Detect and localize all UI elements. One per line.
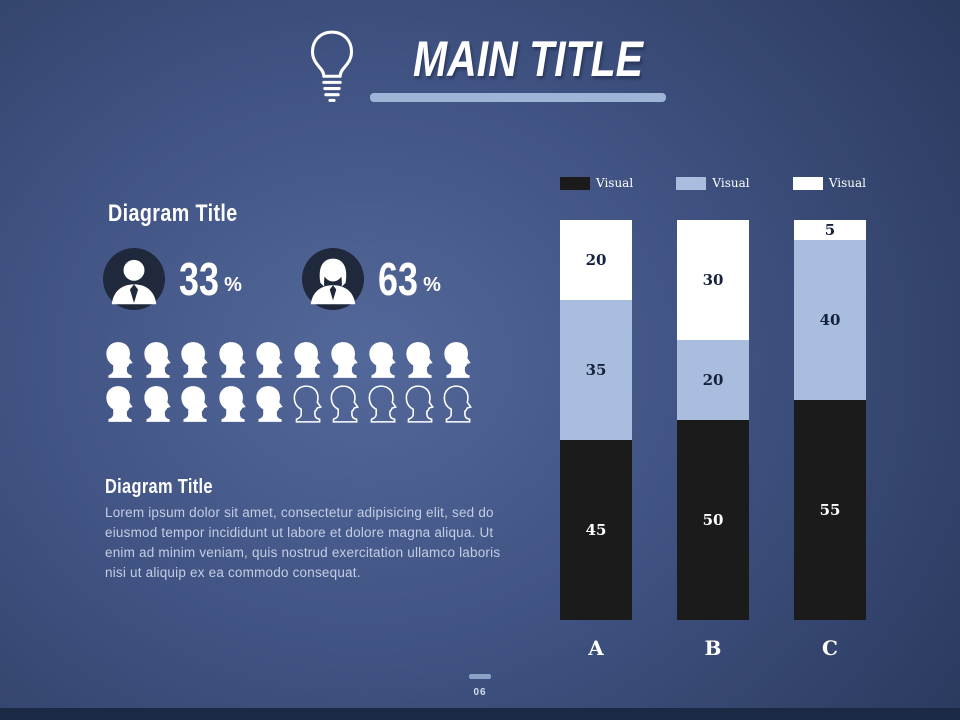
page-number-bar <box>469 674 491 679</box>
bar-category-label: C <box>822 636 838 660</box>
page-title-text: MAIN TITLE <box>413 31 644 87</box>
head-icon <box>143 386 171 422</box>
lightbulb-icon <box>310 30 354 102</box>
head-icon <box>293 385 322 423</box>
bar-A: 20 35 45 A <box>560 220 632 660</box>
stat-value: 63 % <box>378 256 441 302</box>
head-icon <box>256 342 283 378</box>
stat-value: 33 % <box>179 256 242 302</box>
head-icon <box>405 385 434 423</box>
bar-segment: 5 <box>794 220 866 240</box>
legend-swatch <box>676 176 707 190</box>
legend-swatch <box>792 176 823 190</box>
legend-label: Visual <box>712 176 750 190</box>
legend-swatch <box>560 176 590 190</box>
bar-stack: 20 35 45 <box>560 220 632 620</box>
legend-label: Visual <box>596 176 634 190</box>
head-icon <box>181 342 208 378</box>
diagram-title-1: Diagram Title <box>108 200 238 227</box>
legend-item: Visual <box>560 176 633 190</box>
head-icon <box>218 386 246 422</box>
head-icon <box>368 342 396 378</box>
body-text: Lorem ipsum dolor sit amet, consectetur … <box>105 505 501 580</box>
bar-segment: 30 <box>677 220 749 340</box>
head-icon <box>406 342 433 378</box>
legend-label: Visual <box>828 176 866 190</box>
head-icon <box>443 342 471 378</box>
head-icon <box>181 386 208 422</box>
bar-segment: 20 <box>677 340 749 420</box>
bar-B: 30 20 50 B <box>677 220 749 660</box>
bar-category-label: A <box>588 636 604 660</box>
head-icon <box>368 385 397 423</box>
head-icon <box>106 386 133 422</box>
bar-segment: 40 <box>794 240 866 400</box>
bar-stack: 30 20 50 <box>677 220 749 620</box>
page-number-text: 06 <box>473 687 487 698</box>
bar-segment: 55 <box>794 400 866 620</box>
stat-item: 33 % <box>103 248 242 310</box>
chart-legend: Visual Visual Visual <box>560 176 866 190</box>
head-icon <box>106 342 133 378</box>
legend-item: Visual <box>676 176 750 190</box>
stat-unit: % <box>224 274 242 296</box>
head-icon <box>293 342 321 378</box>
stat-item: 63 % <box>301 248 441 310</box>
stats-row: 33 % 63 % <box>103 248 441 310</box>
bar-segment: 20 <box>560 220 632 300</box>
legend-item: Visual <box>792 176 866 190</box>
stat-number: 63 <box>377 253 418 305</box>
head-icon <box>256 386 283 422</box>
bar-C: 5 40 55 C <box>794 220 866 660</box>
pictogram-heads <box>102 340 486 424</box>
head-icon <box>331 342 358 378</box>
chart-bars: 20 35 45 A 30 20 50 B 5 40 55 C <box>560 220 866 660</box>
stat-unit: % <box>423 274 441 296</box>
head-icon <box>143 342 171 378</box>
stacked-bar-chart: Visual Visual Visual 20 35 45 A 30 20 50 B 5 40 55 C <box>560 176 866 660</box>
title-underline <box>370 93 666 102</box>
diagram-title-2: Diagram Title <box>105 476 213 498</box>
page-title: MAIN TITLE <box>413 30 694 88</box>
head-icon <box>443 385 472 423</box>
bar-stack: 5 40 55 <box>794 220 866 620</box>
stat-number: 33 <box>179 253 219 305</box>
head-icon <box>218 342 246 378</box>
bar-segment: 45 <box>560 440 632 620</box>
head-icon <box>330 385 359 423</box>
avatar-male-icon <box>103 248 165 310</box>
bar-category-label: B <box>704 636 722 660</box>
avatar-female-icon <box>301 248 364 310</box>
bar-segment: 35 <box>560 300 632 440</box>
footer-strip <box>0 708 960 720</box>
bar-segment: 50 <box>677 420 749 620</box>
page-number: 06 <box>0 674 960 700</box>
